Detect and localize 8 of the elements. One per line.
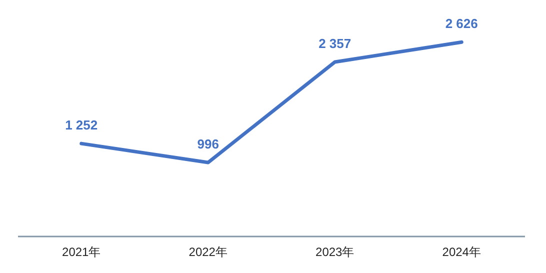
- x-tick-label: 2021年: [62, 245, 101, 259]
- data-label: 2 357: [318, 36, 352, 51]
- x-tick-label: 2022年: [188, 245, 228, 259]
- data-label: 2 626: [445, 16, 478, 32]
- x-tick-label: 2024年: [442, 245, 481, 259]
- data-label: 996: [197, 136, 219, 152]
- data-label: 1 252: [65, 118, 98, 133]
- x-tick-label: 2023年: [316, 245, 354, 259]
